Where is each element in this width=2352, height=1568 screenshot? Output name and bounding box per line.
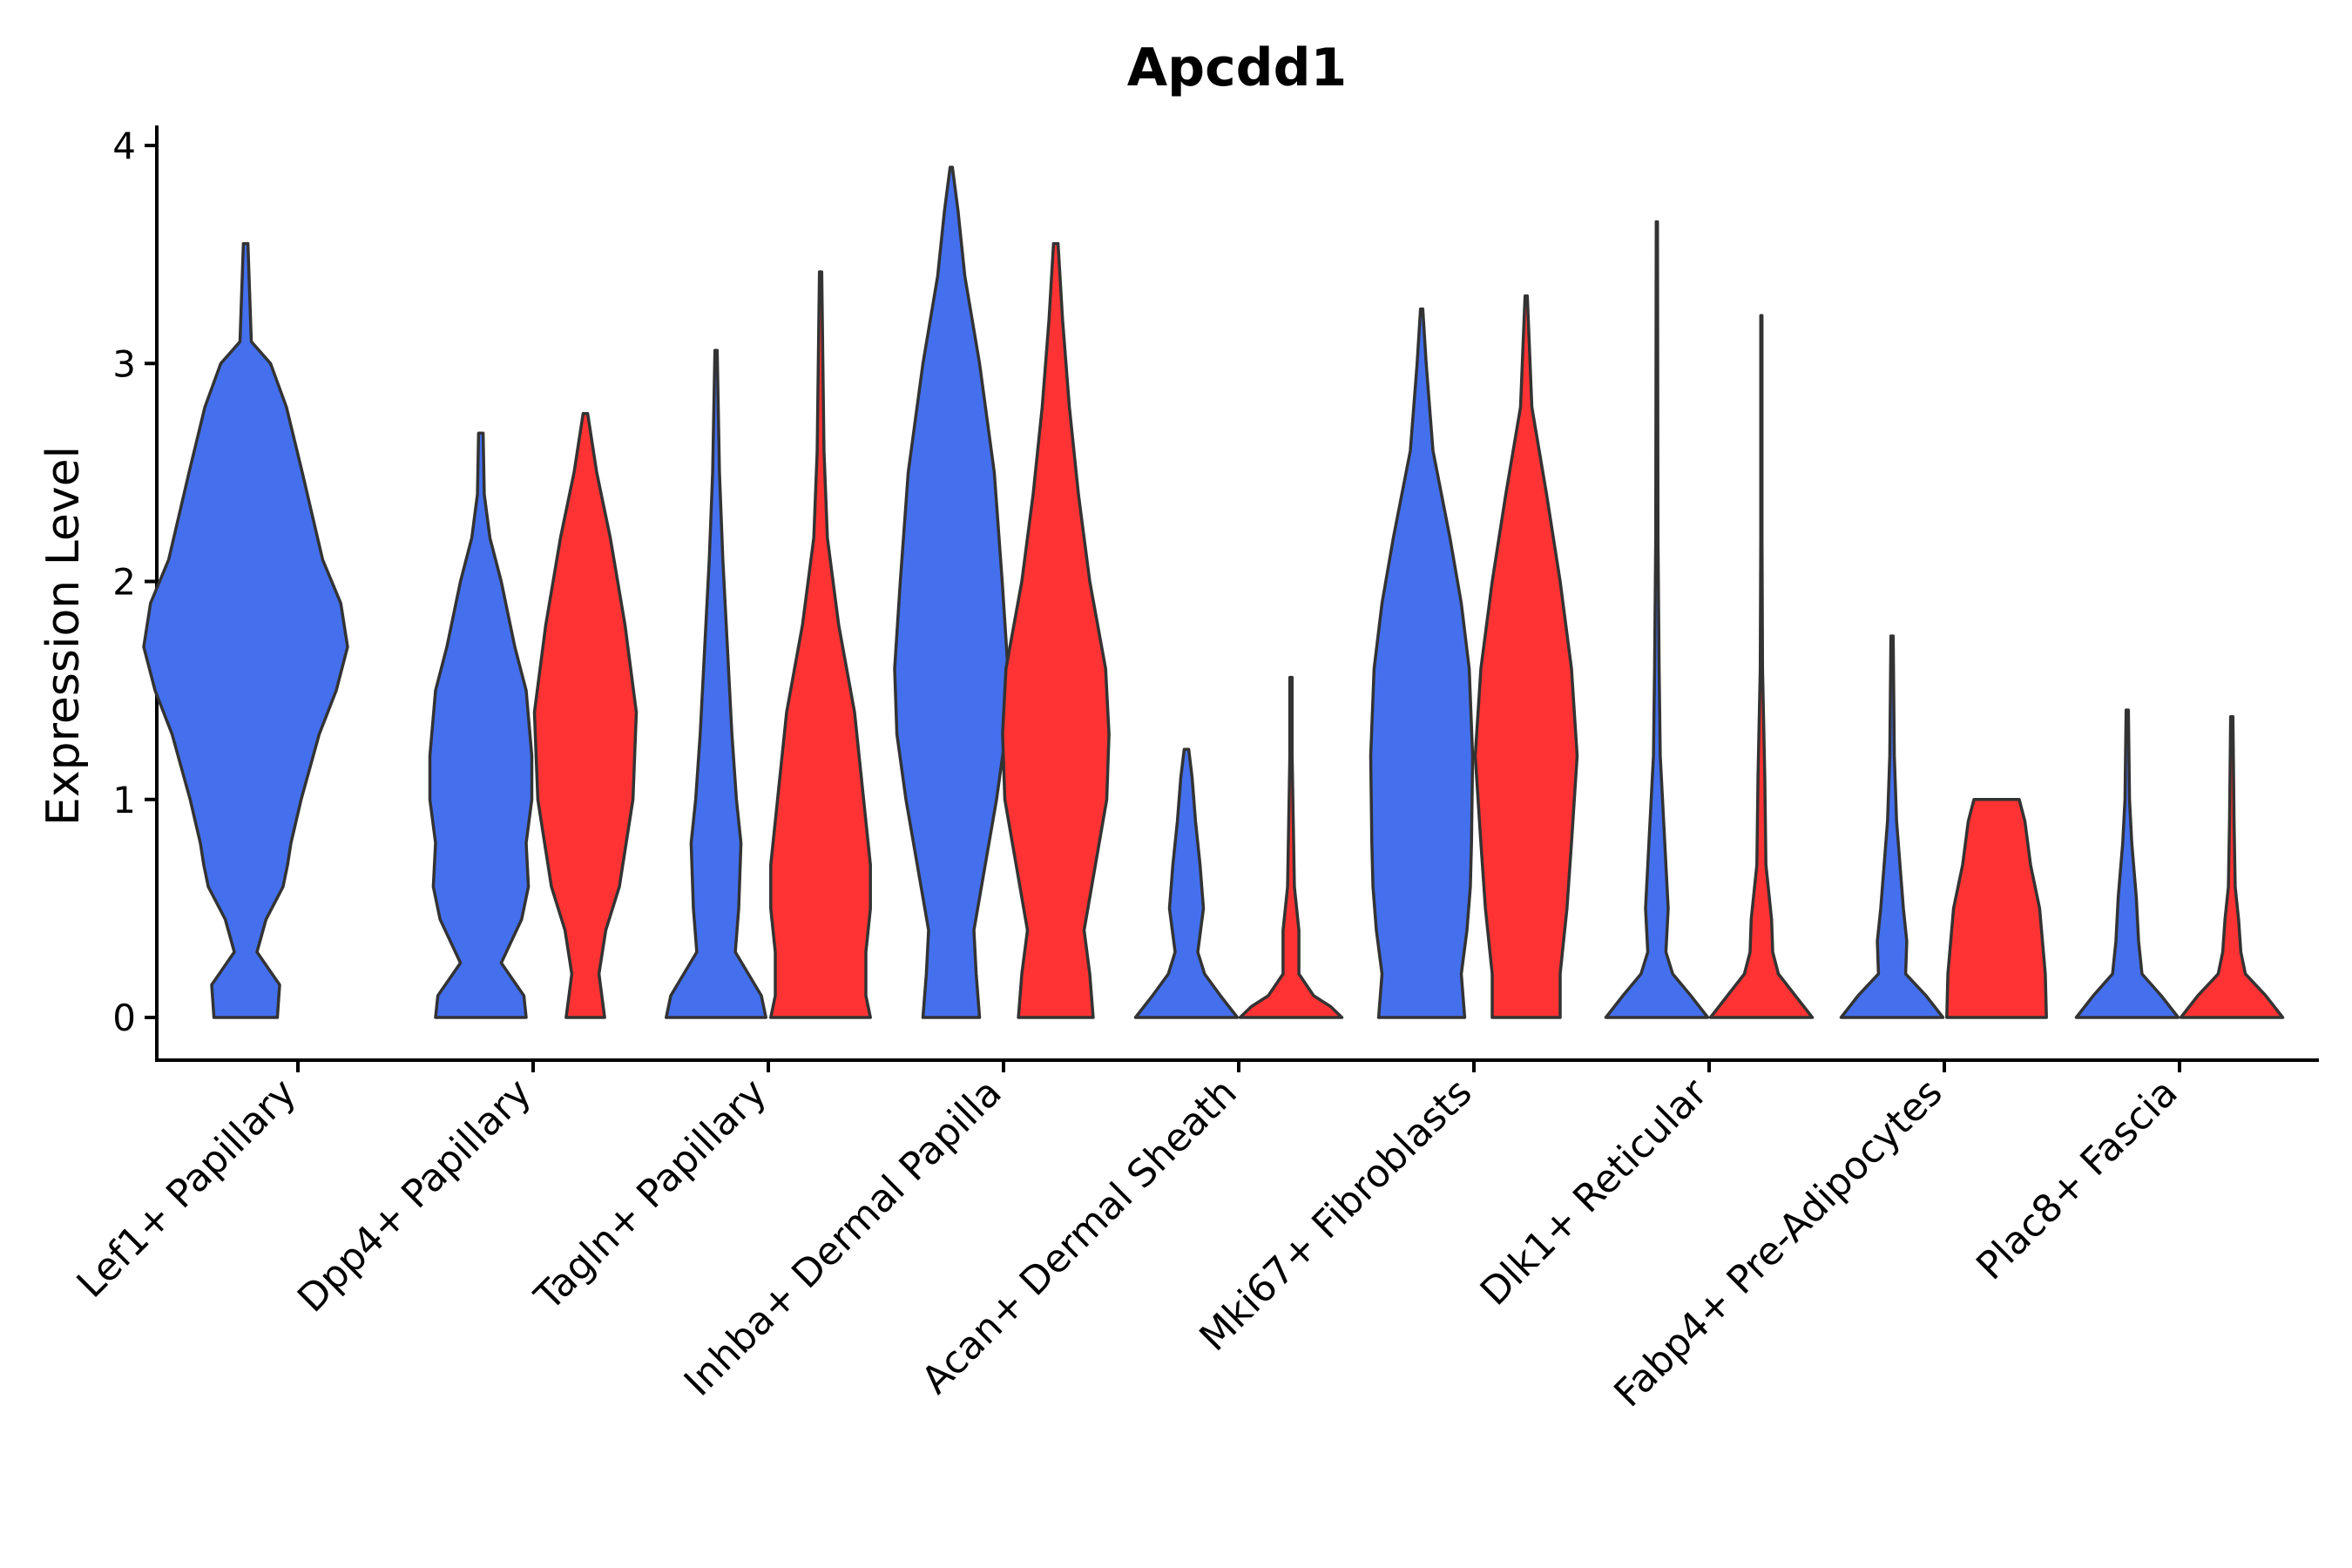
x-tick-label: Tagln+ Papillary	[526, 1071, 775, 1320]
violin-inhba-dermal-papilla-2	[1001, 241, 1111, 1019]
y-tick-label: 0	[112, 997, 136, 1039]
y-tick-label: 1	[112, 779, 136, 821]
violin-fabp4-pre-adipocytes-1	[1839, 634, 1945, 1019]
violin-fabp4-pre-adipocytes-2	[1945, 798, 2048, 1019]
y-axis-label: Expression Level	[37, 446, 90, 826]
chart-title: Apcdd1	[1127, 37, 1348, 98]
violin-acan-dermal-sheath-2	[1238, 675, 1344, 1019]
violin-tagln-papillary-1	[665, 348, 767, 1019]
x-tick-label: Lef1+ Papillary	[69, 1071, 305, 1307]
x-tick-label: Plac8+ Fascia	[1968, 1071, 2186, 1289]
y-tick-label: 3	[112, 342, 136, 385]
violin-acan-dermal-sheath-1	[1133, 747, 1240, 1019]
violin-dpp4-papillary-2	[532, 412, 639, 1019]
violin-tagln-papillary-2	[769, 270, 872, 1019]
violin-dlk1-reticular-2	[1708, 314, 1815, 1019]
x-tick-label: Dlk1+ Reticular	[1472, 1070, 1717, 1315]
violin-mki67-fibroblasts-2	[1473, 294, 1579, 1019]
y-tick-label: 2	[112, 561, 136, 604]
violin-dlk1-reticular-1	[1604, 220, 1710, 1019]
violin-dpp4-papillary-1	[428, 431, 534, 1019]
violin-plac8-fascia-2	[2179, 714, 2285, 1019]
y-tick-label: 4	[112, 125, 136, 167]
x-tick-label: Dpp4+ Papillary	[289, 1071, 540, 1321]
violin-mki67-fibroblasts-1	[1369, 307, 1475, 1019]
violin-plac8-fascia-1	[2074, 708, 2180, 1019]
x-tick-label: Mki67+ Fibroblasts	[1191, 1071, 1480, 1360]
violin-lef1-papillary-1	[142, 241, 349, 1019]
violin-inhba-dermal-papilla-1	[893, 166, 1010, 1019]
